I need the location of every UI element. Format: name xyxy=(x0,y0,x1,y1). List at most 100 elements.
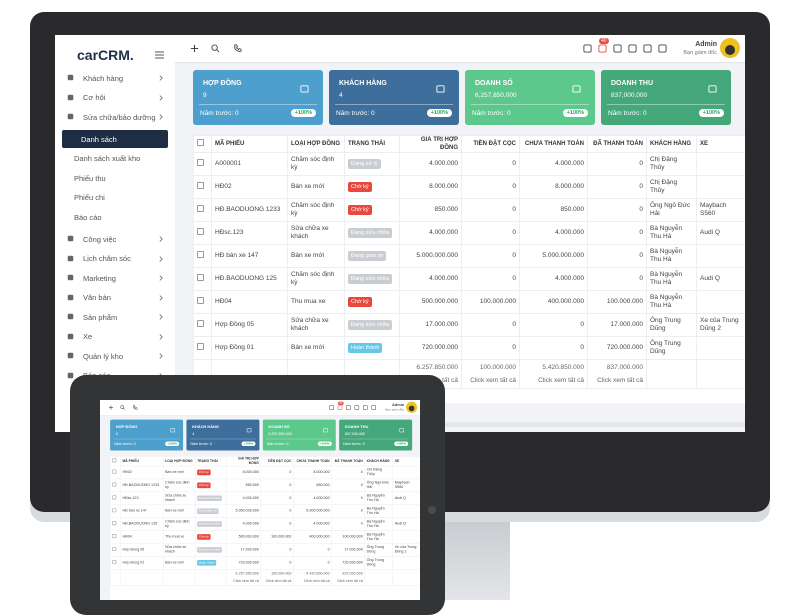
checkbox[interactable] xyxy=(197,228,204,235)
cell-text: 4.000.000 xyxy=(313,495,330,500)
search-button[interactable] xyxy=(211,44,220,53)
cell-text: Sửa chữa xe khách xyxy=(291,225,329,240)
topbar-icon[interactable] xyxy=(598,44,607,53)
checkbox[interactable] xyxy=(112,469,117,474)
checkbox[interactable] xyxy=(197,297,204,304)
checkbox[interactable] xyxy=(112,521,117,526)
cell: Chờ ký xyxy=(194,530,227,544)
table-row[interactable]: Hợp Đồng 05 Sửa chữa xe khách Đang sửa chữ… xyxy=(110,543,420,557)
search-button[interactable] xyxy=(120,405,125,410)
checkbox[interactable] xyxy=(197,274,204,281)
table-row[interactable]: Hợp Đồng 01 Bán xe mới Hoàn thành 720.000.0… xyxy=(110,556,420,570)
menu-item[interactable]: Xe xyxy=(55,328,167,346)
checkbox[interactable] xyxy=(197,182,204,189)
table-row[interactable]: HĐ.BAODUONG 1233 Chăm sóc định kỳ Chờ ký 85… xyxy=(193,198,745,222)
table-row[interactable]: HĐ04 Thu mua xe Chờ ký 500.000.000 100.000.0… xyxy=(110,530,420,544)
view-all-link[interactable]: Click xem tất cả xyxy=(336,578,363,583)
menu-item[interactable]: Danh sách xuất kho xyxy=(55,150,167,168)
checkbox[interactable] xyxy=(197,320,204,327)
table-row[interactable]: HĐ.BAODUONG 125 Chăm sóc định kỳ Đang sửa … xyxy=(110,517,420,531)
view-all-link[interactable]: Click xem tất cả xyxy=(233,578,259,583)
topbar-icon[interactable] xyxy=(354,405,360,410)
table-row[interactable]: A000001 Chăm sóc định kỳ Đang xử lý 4.000.0… xyxy=(193,152,745,176)
menu-item[interactable]: Sửa chữa/bảo dưỡng xyxy=(55,108,167,126)
topbar-icon[interactable] xyxy=(643,44,652,53)
topbar-icon[interactable] xyxy=(583,44,592,53)
checkbox[interactable] xyxy=(197,343,204,350)
user-name[interactable]: Admin xyxy=(392,403,405,408)
user-name[interactable]: Admin xyxy=(695,41,717,48)
avatar[interactable] xyxy=(720,38,740,58)
topbar-icon[interactable] xyxy=(362,405,368,410)
table-row[interactable]: HĐ02 Bán xe mới Chờ ký 8.000.000 0 8.000.000 0… xyxy=(110,465,420,480)
cell xyxy=(193,175,212,199)
menu-item[interactable]: Sản phẩm xyxy=(55,308,167,326)
card-value: 9 xyxy=(203,92,207,99)
cell: HĐ04 xyxy=(120,530,164,544)
topbar-icon[interactable] xyxy=(371,405,376,410)
view-all-link[interactable]: Click xem tất cả xyxy=(470,376,516,384)
checkbox[interactable] xyxy=(112,508,117,513)
checkbox[interactable] xyxy=(112,534,117,539)
add-button[interactable] xyxy=(108,405,113,410)
total-value: 6.257.850.000 xyxy=(416,363,458,371)
menu-item[interactable]: Phiếu chi xyxy=(55,189,167,207)
add-button[interactable] xyxy=(190,44,199,53)
header-cell: TRẠNG THÁI xyxy=(194,456,227,467)
view-all-link[interactable]: Click xem tất cả xyxy=(597,376,643,384)
checkbox[interactable] xyxy=(112,495,117,500)
cell: 4.000.000 xyxy=(399,221,462,245)
cell: 17.000.000 xyxy=(225,543,262,557)
table-row[interactable]: Hợp Đồng 05 Sửa chữa xe khách Đang sửa chữ… xyxy=(193,313,745,337)
cell-text: 4.000.000 xyxy=(429,160,458,167)
menu-label: Phiếu chi xyxy=(74,193,105,202)
cell-text: 8.000.000 xyxy=(429,183,458,190)
checkbox[interactable] xyxy=(112,547,117,552)
menu-item[interactable]: Lịch chăm sóc xyxy=(55,250,167,268)
checkbox[interactable] xyxy=(197,159,204,166)
topbar-icon[interactable] xyxy=(628,44,637,53)
menu-item[interactable]: Báo cáo xyxy=(55,208,167,226)
topbar-icon[interactable] xyxy=(346,405,351,410)
menu-item[interactable]: Công việc xyxy=(55,230,167,248)
menu-item[interactable]: Quản lý kho xyxy=(55,347,167,365)
view-all-link[interactable]: Click xem tất cả xyxy=(265,578,292,583)
table-row[interactable]: HĐ.BAODUONG 1233 Chăm sóc định kỳ Chờ ký 85… xyxy=(110,478,420,493)
menu-item[interactable]: Văn bản xyxy=(55,289,167,307)
topbar-icon[interactable] xyxy=(337,405,343,410)
cell: 4.000.000 xyxy=(519,152,588,176)
avatar[interactable] xyxy=(405,401,418,413)
view-all-link[interactable]: Click xem tất cả xyxy=(303,578,330,583)
view-all-link[interactable]: Click xem tất cả xyxy=(538,376,584,384)
menu-item[interactable]: Phiếu thu xyxy=(55,169,167,187)
menu-item[interactable]: Danh sách xyxy=(62,130,168,148)
table-row[interactable]: HĐ.BAODUONG 125 Chăm sóc định kỳ Đang sửa … xyxy=(193,267,745,291)
checkbox[interactable] xyxy=(112,559,117,564)
table-row[interactable]: HĐ bán xe 147 Bán xe mới Đang giao xe 5.000… xyxy=(110,504,420,518)
menu-item[interactable]: Marketing xyxy=(55,269,167,287)
call-button[interactable] xyxy=(133,405,138,410)
cell xyxy=(696,290,745,314)
menu-toggle[interactable] xyxy=(155,51,164,59)
menu-item[interactable]: Cơ hội xyxy=(55,89,167,107)
checkbox[interactable] xyxy=(197,205,204,212)
table-row[interactable]: HĐ04 Thu mua xe Chờ ký 500.000.000 100.000.0… xyxy=(193,290,745,314)
checkbox[interactable] xyxy=(197,139,204,146)
topbar-icon[interactable] xyxy=(658,44,667,53)
table-row[interactable]: HĐ02 Bán xe mới Chờ ký 8.000.000 0 8.000.000 0… xyxy=(193,175,745,199)
topbar-icon[interactable] xyxy=(613,44,622,53)
call-button[interactable] xyxy=(233,44,242,53)
table-row[interactable]: Hợp Đồng 01 Bán xe mới Hoàn thành 720.000.0… xyxy=(193,336,745,360)
card-divider xyxy=(607,104,725,105)
logo[interactable]: carCRM. xyxy=(77,47,134,63)
checkbox[interactable] xyxy=(197,251,204,258)
checkbox[interactable] xyxy=(112,458,117,463)
stat-card: DOANH SỐ 6,257,850,000 Năm trước: 0 +100% xyxy=(465,70,595,125)
menu-item[interactable]: Khách hàng xyxy=(55,69,167,87)
header-row: MÃ PHIẾU LOẠI HỢP ĐỒNG TRẠNG THÁI GIÁ TRỊ H… xyxy=(110,456,420,467)
checkbox[interactable] xyxy=(112,482,117,487)
table-row[interactable]: HĐ bán xe 147 Bán xe mới Đang giao xe 5.000… xyxy=(193,244,745,268)
table-row[interactable]: HĐsc.123 Sửa chữa xe khách Đang sửa chữa 4.… xyxy=(193,221,745,245)
topbar-icon[interactable] xyxy=(329,405,334,410)
table-row[interactable]: HĐsc.123 Sửa chữa xe khách Đang sửa chữa 4.… xyxy=(110,491,420,505)
